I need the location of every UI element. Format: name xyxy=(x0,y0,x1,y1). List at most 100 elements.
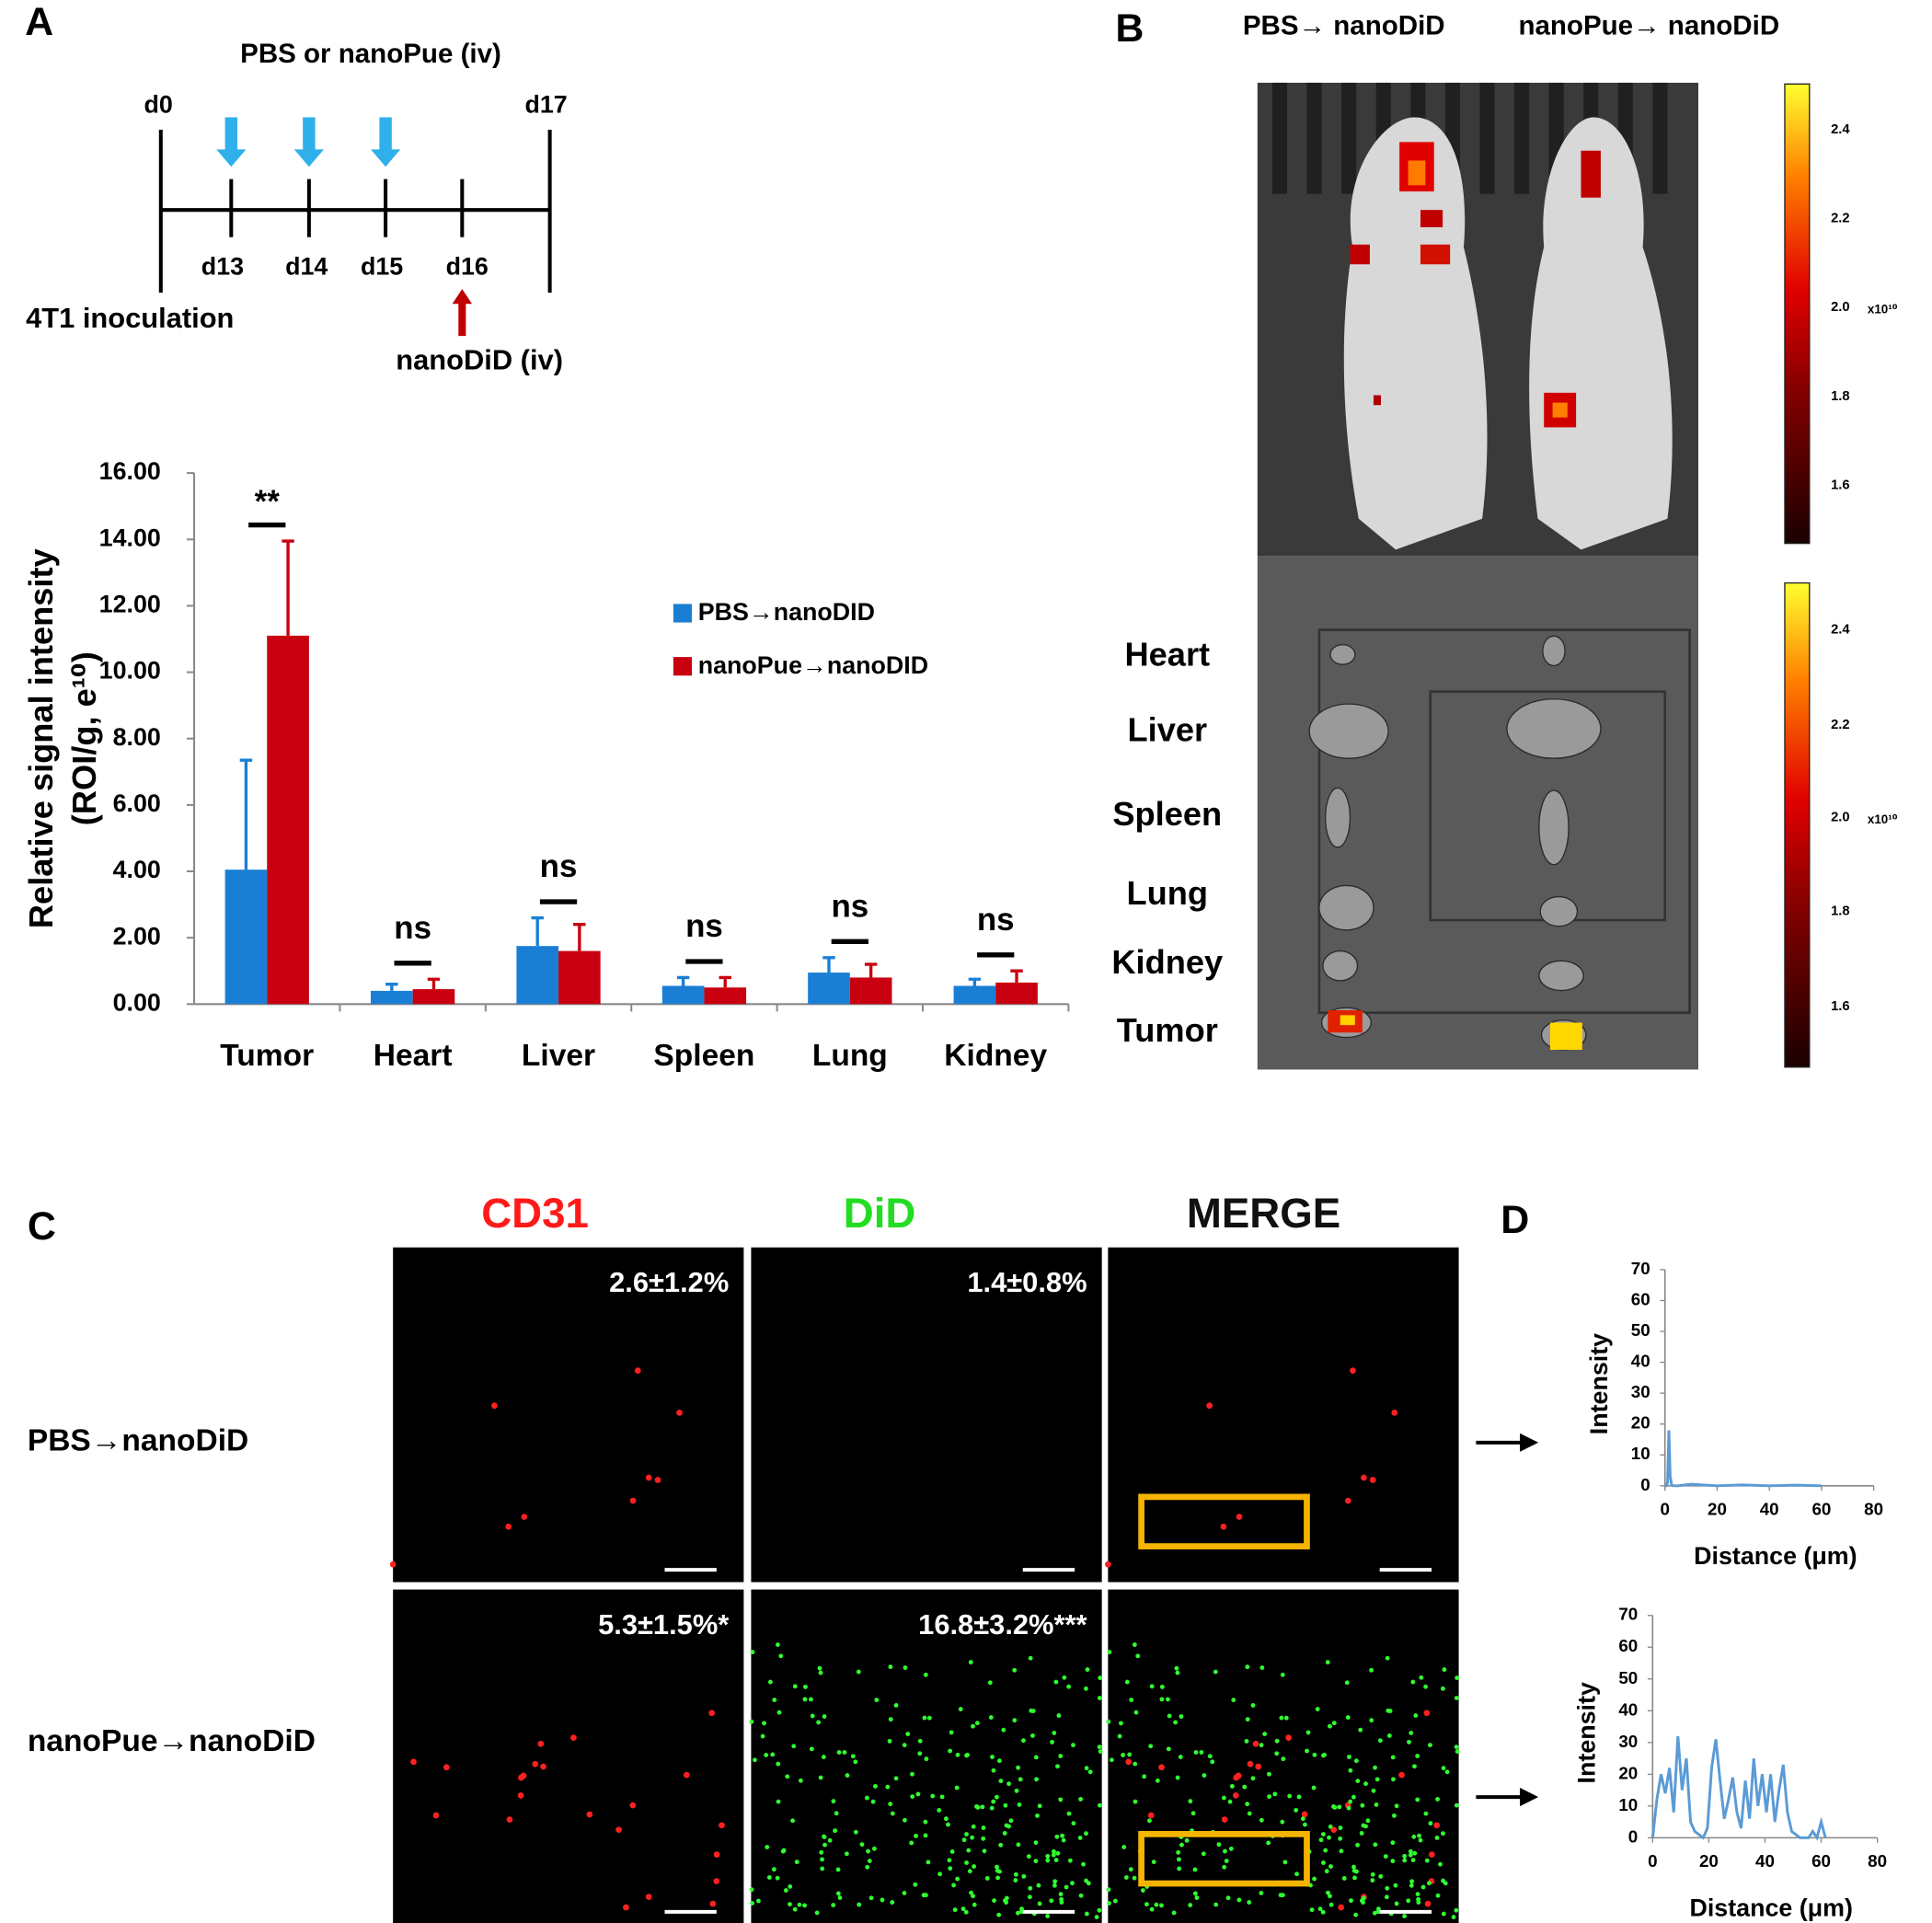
y-tick-label: 70 xyxy=(1631,1259,1650,1278)
day-label: d17 xyxy=(524,91,567,119)
did-signal xyxy=(1084,1766,1089,1771)
did-signal xyxy=(902,1890,907,1895)
bar xyxy=(267,635,309,1005)
did-signal xyxy=(1184,1837,1190,1843)
did-signal xyxy=(818,1775,823,1780)
did-signal xyxy=(1378,1873,1384,1879)
did-signal xyxy=(1119,1721,1123,1726)
did-signal xyxy=(770,1752,776,1757)
y-tick-label: 10.00 xyxy=(99,657,161,685)
cd31-signal xyxy=(505,1523,512,1530)
organ-label: Kidney xyxy=(1111,943,1223,981)
did-signal xyxy=(1177,1866,1182,1871)
did-signal xyxy=(1179,1842,1184,1848)
did-signal xyxy=(767,1679,773,1685)
did-signal xyxy=(1223,1848,1227,1854)
did-signal xyxy=(1064,1884,1069,1890)
did-signal xyxy=(1374,1777,1380,1782)
did-signal xyxy=(952,1907,958,1913)
did-signal xyxy=(1442,1667,1447,1673)
percentage: 1.4±0.8% xyxy=(967,1266,1087,1298)
probe-arrow xyxy=(452,289,473,337)
did-signal xyxy=(1377,1738,1383,1744)
data-line xyxy=(1664,1430,1822,1488)
did-signal xyxy=(1353,1912,1359,1917)
did-signal xyxy=(937,1807,942,1813)
did-signal xyxy=(865,1795,869,1801)
x-tick-label: 0 xyxy=(1661,1500,1670,1519)
did-signal xyxy=(1117,1733,1122,1739)
colorbar-label: 2.4 xyxy=(1831,122,1850,137)
did-signal xyxy=(880,1897,885,1903)
y-axis-label: (ROI/g, e¹⁰) xyxy=(65,651,103,825)
signal-spot xyxy=(1350,244,1370,265)
cd31-signal xyxy=(1344,1497,1351,1504)
did-signal xyxy=(1387,1709,1393,1713)
did-signal xyxy=(873,1783,878,1789)
timeline-title: PBS or nanoPue (iv) xyxy=(240,39,501,69)
did-signal xyxy=(1410,1858,1416,1862)
did-signal xyxy=(1016,1842,1021,1848)
did-signal xyxy=(1331,1721,1337,1726)
y-tick-label: 12.00 xyxy=(99,591,161,618)
did-signal xyxy=(1231,1698,1236,1702)
did-signal xyxy=(1348,1799,1353,1804)
did-signal xyxy=(1017,1802,1022,1807)
did-signal xyxy=(785,1774,790,1779)
organ-label: Heart xyxy=(1124,636,1210,674)
did-signal xyxy=(1412,1764,1417,1769)
y-tick-label: 10 xyxy=(1618,1795,1638,1814)
bar xyxy=(224,869,268,1005)
did-signal xyxy=(1266,1840,1271,1846)
cage-bar xyxy=(1513,82,1530,194)
x-tick-label: Tumor xyxy=(220,1039,314,1073)
did-signal xyxy=(1135,1653,1141,1659)
did-signal xyxy=(1167,1713,1172,1719)
timeline xyxy=(158,129,552,294)
did-signal xyxy=(1006,1781,1012,1787)
did-signal xyxy=(810,1713,815,1719)
start-label: 4T1 inoculation xyxy=(26,302,234,334)
did-signal xyxy=(1087,1769,1093,1775)
did-signal xyxy=(1424,1858,1430,1863)
did-signal xyxy=(1411,1834,1417,1839)
did-signal xyxy=(1402,1858,1408,1863)
did-signal xyxy=(1338,1836,1343,1841)
x-tick-label: 60 xyxy=(1811,1500,1831,1519)
did-signal xyxy=(1094,1915,1099,1919)
did-signal xyxy=(903,1817,907,1823)
colorbar-label: 1.6 xyxy=(1831,999,1850,1014)
did-signal xyxy=(1192,1891,1198,1896)
did-signal xyxy=(867,1859,872,1863)
did-signal xyxy=(1402,1853,1408,1859)
error-bar xyxy=(573,923,586,951)
did-signal xyxy=(888,1802,893,1807)
did-signal xyxy=(1278,1893,1283,1898)
did-signal xyxy=(1133,1799,1138,1804)
did-signal xyxy=(1454,1696,1459,1700)
did-signal xyxy=(1407,1739,1411,1745)
did-signal xyxy=(1375,1909,1381,1915)
y-tick-label: 16.00 xyxy=(99,457,161,485)
did-signal xyxy=(1165,1697,1170,1702)
did-signal xyxy=(822,1714,827,1719)
did-signal xyxy=(971,1894,975,1899)
panel-label: C xyxy=(28,1204,56,1249)
did-signal xyxy=(1036,1883,1041,1888)
did-signal xyxy=(1221,1795,1226,1801)
day-label: d13 xyxy=(201,252,244,280)
did-signal xyxy=(1305,1730,1311,1735)
did-signal xyxy=(1305,1748,1309,1754)
did-signal xyxy=(963,1909,969,1915)
did-signal xyxy=(764,1753,769,1757)
micrograph xyxy=(1108,1247,1459,1583)
did-signal xyxy=(955,1876,960,1882)
did-signal xyxy=(1370,1878,1375,1883)
y-tick-label: 10 xyxy=(1631,1444,1650,1463)
cd31-signal xyxy=(1398,1771,1405,1779)
x-tick-label: 20 xyxy=(1708,1500,1727,1519)
did-signal xyxy=(1280,1672,1285,1677)
y-tick-label: 60 xyxy=(1631,1289,1650,1308)
x-tick-label: Kidney xyxy=(944,1039,1047,1073)
did-signal xyxy=(964,1860,969,1865)
